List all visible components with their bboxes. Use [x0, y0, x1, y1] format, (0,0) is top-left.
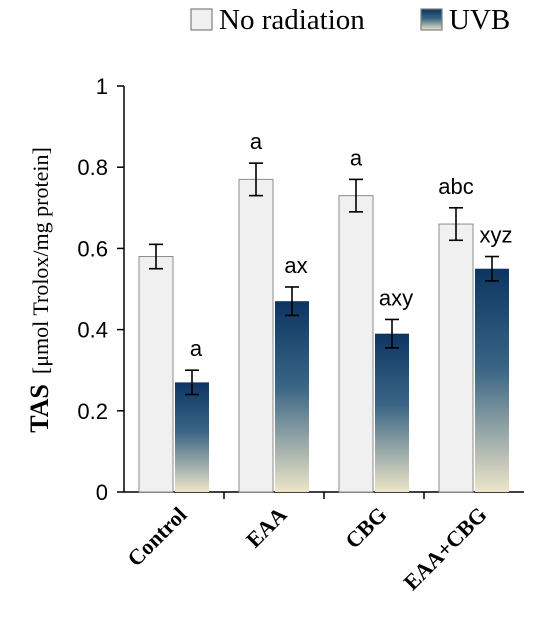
y-tick-label: 1 [96, 74, 108, 99]
significance-label: abc [438, 174, 473, 199]
significance-label: a [350, 145, 363, 170]
significance-annotations: a a abc a ax axy xyz [190, 129, 513, 361]
y-tick-label: 0.2 [77, 399, 108, 424]
legend-label-no-radiation: No radiation [219, 4, 365, 36]
y-tick-label: 0.8 [77, 155, 108, 180]
significance-label: a [250, 129, 263, 154]
bar-no-radiation-cbg [338, 195, 374, 493]
bar-no-radiation-eaa-cbg [438, 223, 474, 493]
y-tick-label: 0 [96, 480, 108, 505]
y-tick-label: 0.6 [77, 236, 108, 261]
category-label-eaa-cbg: EAA+CBG [398, 502, 491, 595]
category-label-eaa: EAA [241, 502, 292, 553]
bar-no-radiation-eaa [238, 178, 274, 493]
category-label-control: Control [122, 502, 191, 571]
bar-uvb-control [175, 382, 209, 492]
legend-label-uvb: UVB [449, 4, 510, 36]
legend-swatch-uvb [420, 8, 443, 31]
y-axis-label-unit: [μmol Trolox/mg protein] [28, 147, 53, 374]
category-labels: Control EAA CBG EAA+CBG [122, 502, 491, 595]
y-tick-label: 0.4 [77, 318, 108, 343]
y-axis-label-name: TAS [25, 384, 54, 433]
bar-uvb-cbg [375, 333, 409, 492]
y-axis-label: TAS [μmol Trolox/mg protein] [25, 147, 54, 433]
bar-uvb-eaa [275, 301, 309, 492]
legend: No radiation UVB [190, 4, 510, 36]
significance-label: a [190, 336, 203, 361]
significance-label: ax [284, 253, 307, 278]
category-label-cbg: CBG [340, 502, 391, 553]
significance-label: axy [379, 285, 413, 310]
error-bars [149, 162, 499, 396]
significance-label: xyz [480, 223, 513, 248]
legend-swatch-no-radiation [190, 8, 213, 31]
bar-uvb-eaa-cbg [475, 268, 509, 492]
bar-no-radiation-control [138, 256, 174, 493]
